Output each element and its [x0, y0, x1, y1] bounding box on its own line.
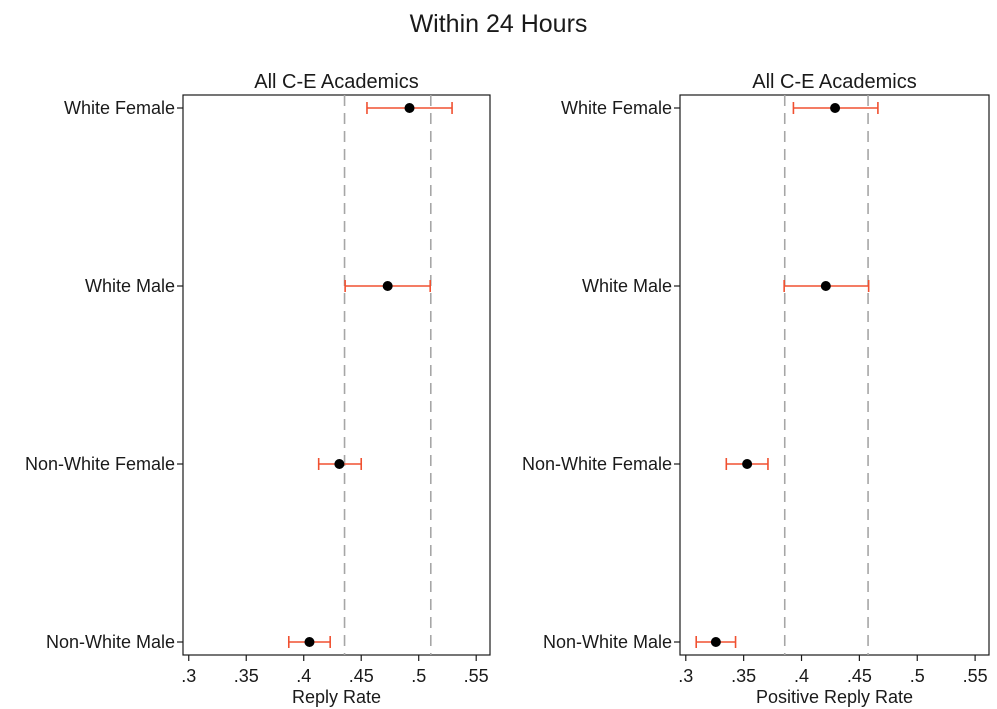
x-tick-label: .3 — [181, 666, 196, 686]
x-tick-label: .35 — [731, 666, 756, 686]
x-tick-label: .45 — [349, 666, 374, 686]
x-tick-label: .5 — [411, 666, 426, 686]
x-tick-label: .45 — [847, 666, 872, 686]
y-tick-label: Non-White Female — [25, 454, 175, 474]
x-tick-label: .4 — [794, 666, 809, 686]
x-tick-label: .3 — [678, 666, 693, 686]
plot-frame — [182, 94, 491, 656]
data-point — [404, 103, 415, 113]
panel-subtitle: All C-E Academics — [254, 71, 419, 93]
x-axis-label: Positive Reply Rate — [756, 687, 913, 707]
x-tick-label: .35 — [234, 666, 259, 686]
x-tick-label: .55 — [963, 666, 988, 686]
x-tick-label: .5 — [910, 666, 925, 686]
panel-subtitle: All C-E Academics — [752, 71, 917, 93]
chart-title: Within 24 Hours — [409, 10, 588, 38]
plot-frame — [679, 94, 990, 656]
data-point — [382, 281, 393, 291]
data-point — [742, 459, 753, 469]
data-point — [820, 281, 831, 291]
y-tick-label: Non-White Male — [543, 632, 672, 652]
data-point — [830, 103, 841, 113]
x-axis-label: Reply Rate — [292, 687, 381, 707]
panel-1: All C-E Academics .3 .35 .4 .45 .5 .55 Reply Ra… — [25, 71, 491, 707]
data-point — [334, 459, 345, 469]
data-point — [304, 637, 315, 647]
y-tick-label: Non-White Male — [46, 632, 175, 652]
y-tick-label: White Female — [561, 98, 672, 118]
x-tick-label: .55 — [464, 666, 489, 686]
x-tick-label: .4 — [296, 666, 311, 686]
data-point — [710, 637, 721, 647]
panel-2: All C-E Academics .3 .35 .4 .45 .5 .55 Positive… — [522, 71, 990, 707]
y-tick-label: White Male — [582, 276, 672, 296]
y-tick-label: White Male — [85, 276, 175, 296]
y-tick-label: White Female — [64, 98, 175, 118]
y-tick-label: Non-White Female — [522, 454, 672, 474]
